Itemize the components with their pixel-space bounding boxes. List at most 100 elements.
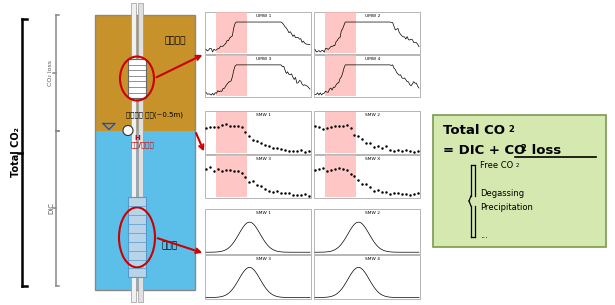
Point (389, 149, 399, 154)
Bar (205, 255, 311, 299)
Point (310, 124, 320, 128)
Bar (205, 155, 311, 198)
Point (385, 191, 395, 196)
Point (201, 125, 211, 130)
Point (365, 141, 375, 145)
Text: 2: 2 (516, 163, 520, 168)
Text: Total CO: Total CO (443, 124, 505, 138)
Point (401, 192, 411, 197)
Point (393, 190, 403, 195)
Bar (205, 111, 311, 154)
Bar (314, 111, 420, 154)
Point (284, 191, 294, 196)
Point (409, 150, 419, 155)
Point (326, 124, 336, 129)
Point (221, 122, 231, 127)
Point (310, 168, 320, 173)
Point (354, 177, 363, 182)
Point (296, 148, 306, 153)
Text: SMW 3: SMW 3 (256, 257, 271, 261)
Bar (314, 55, 420, 96)
Text: Precipitation: Precipitation (480, 203, 533, 213)
Point (240, 175, 250, 180)
Point (349, 174, 359, 178)
Bar (205, 55, 311, 96)
Bar (95, 15, 195, 131)
Point (334, 124, 344, 129)
Point (272, 188, 282, 193)
Point (314, 167, 324, 172)
Point (377, 189, 387, 194)
Point (292, 149, 302, 154)
Point (237, 171, 247, 176)
Point (373, 187, 383, 192)
Text: H: H (134, 135, 140, 142)
Point (326, 168, 336, 173)
Bar (216, 156, 247, 197)
Point (284, 149, 294, 154)
Point (354, 133, 363, 138)
Point (213, 125, 223, 130)
Text: SMW 4: SMW 4 (365, 257, 380, 261)
Point (237, 125, 247, 130)
Point (389, 191, 399, 196)
Point (330, 124, 339, 128)
Point (276, 147, 286, 152)
Point (397, 192, 407, 196)
Point (322, 168, 331, 173)
Point (264, 189, 274, 194)
Point (232, 123, 242, 128)
Point (240, 130, 250, 135)
Point (338, 167, 347, 172)
Text: SMW 2: SMW 2 (365, 113, 380, 117)
Point (318, 166, 328, 171)
Bar (216, 112, 247, 153)
Text: UMW 1: UMW 1 (256, 14, 271, 18)
Point (288, 148, 298, 153)
Bar (325, 112, 357, 153)
Point (405, 149, 415, 154)
Point (205, 125, 215, 130)
Point (405, 192, 415, 197)
Bar (314, 255, 420, 299)
Point (229, 123, 239, 128)
Point (268, 189, 278, 194)
Text: SMW 1: SMW 1 (256, 211, 271, 215)
Point (413, 149, 423, 154)
Text: DIC: DIC (48, 202, 54, 214)
Point (318, 126, 328, 131)
Point (385, 148, 395, 152)
Point (252, 182, 262, 187)
Point (381, 144, 391, 149)
Point (268, 145, 278, 150)
Point (330, 167, 339, 172)
Bar (314, 12, 420, 54)
Point (370, 188, 379, 193)
Point (280, 147, 290, 152)
Text: Total CO₂: Total CO₂ (11, 127, 21, 178)
Point (304, 148, 314, 153)
Point (201, 166, 211, 171)
Bar (325, 12, 357, 53)
Point (349, 133, 359, 138)
Text: 불포화대: 불포화대 (164, 36, 186, 45)
Point (338, 124, 347, 129)
Point (260, 186, 270, 191)
Point (264, 143, 274, 148)
Point (245, 179, 255, 184)
Point (393, 147, 403, 152)
Text: CO₂ loss: CO₂ loss (49, 60, 54, 86)
Text: Degassing: Degassing (480, 189, 524, 199)
Text: UMW 3: UMW 3 (256, 57, 271, 61)
Bar (314, 210, 420, 254)
Point (288, 193, 298, 198)
Text: UMW 4: UMW 4 (365, 57, 380, 61)
Point (256, 140, 266, 145)
Text: SMW X: SMW X (365, 157, 380, 161)
Point (248, 179, 258, 184)
Point (314, 124, 324, 129)
Point (401, 148, 411, 152)
Bar (95, 131, 195, 290)
Point (370, 144, 379, 149)
Point (245, 134, 255, 138)
